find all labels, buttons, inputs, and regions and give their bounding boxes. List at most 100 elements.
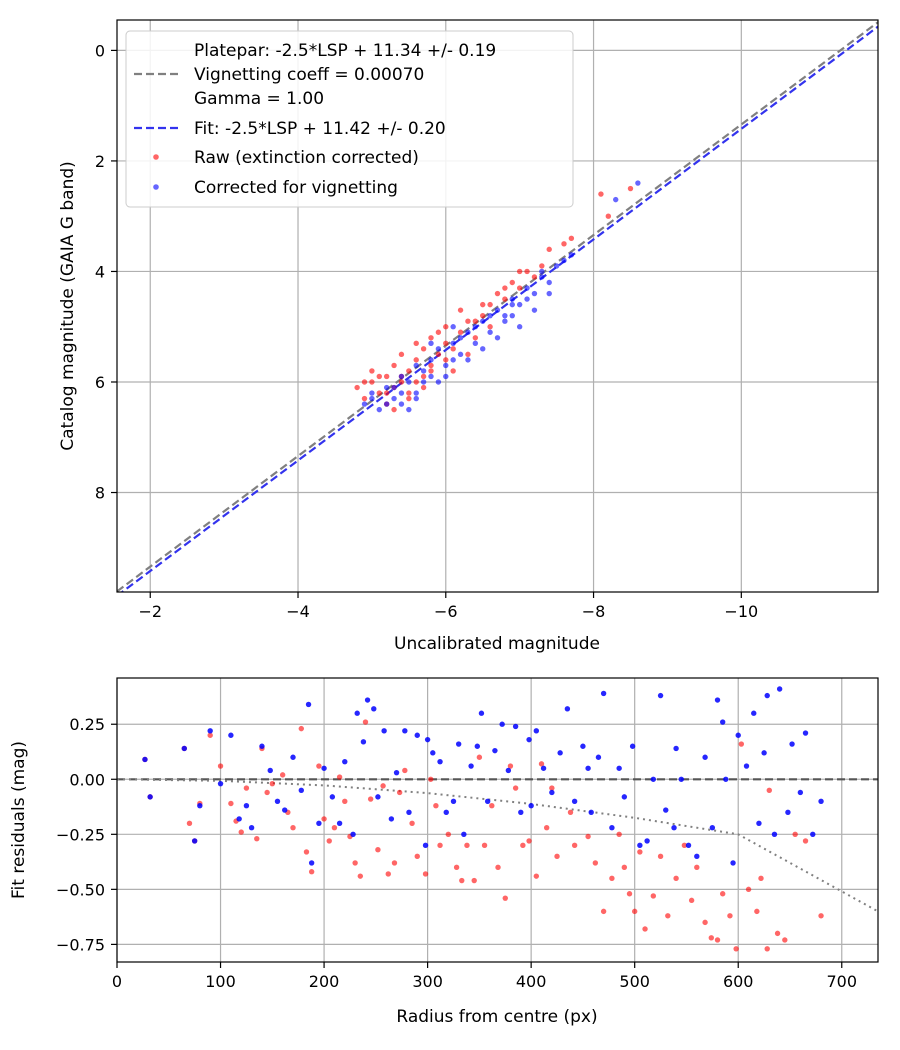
raw-residual-point bbox=[571, 842, 578, 849]
top-y-ticks: 0 2 4 6 8 bbox=[95, 41, 117, 503]
bottom-x-tick-label: 700 bbox=[826, 972, 857, 991]
raw-residual-point bbox=[279, 772, 286, 778]
raw-point bbox=[391, 406, 397, 413]
raw-point bbox=[406, 395, 412, 402]
raw-point bbox=[480, 312, 486, 319]
corrected-point bbox=[509, 312, 515, 319]
corrected-residual-point bbox=[702, 754, 708, 760]
corrected-residual-point bbox=[797, 789, 804, 796]
corrected-residual-point bbox=[388, 816, 395, 822]
raw-point bbox=[502, 296, 508, 302]
raw-residual-point bbox=[495, 864, 501, 871]
bottom-y-axis-label: Fit residuals (mag) bbox=[9, 741, 29, 899]
corrected-residual-point bbox=[709, 825, 716, 831]
corrected-residual-point bbox=[657, 692, 664, 699]
corrected-residual-point bbox=[518, 809, 524, 815]
corrected-residual-point bbox=[533, 728, 540, 734]
corrected-residual-point bbox=[595, 754, 602, 760]
corrected-residual-point bbox=[756, 820, 762, 827]
raw-residual-point bbox=[422, 871, 429, 877]
raw-residual-point bbox=[554, 853, 560, 860]
raw-point bbox=[376, 390, 382, 396]
corrected-residual-point bbox=[147, 794, 153, 800]
corrected-point bbox=[635, 180, 641, 186]
bottom-x-tick-label: 600 bbox=[723, 972, 754, 991]
top-y-tick-label: 4 bbox=[95, 262, 105, 281]
corrected-residual-point bbox=[549, 789, 555, 796]
raw-point bbox=[420, 373, 427, 380]
raw-residual-point bbox=[375, 847, 381, 853]
raw-point bbox=[398, 351, 405, 358]
corrected-point bbox=[568, 252, 575, 258]
corrected-point bbox=[443, 362, 449, 369]
corrected-point bbox=[516, 324, 523, 330]
raw-point bbox=[546, 246, 552, 253]
corrected-residual-point bbox=[336, 820, 343, 827]
corrected-residual-point bbox=[580, 743, 586, 749]
raw-residual-point bbox=[402, 767, 408, 774]
raw-residual-point bbox=[290, 825, 296, 831]
corrected-residual-point bbox=[621, 794, 628, 800]
bottom-axes-frame bbox=[116, 677, 879, 963]
raw-point bbox=[450, 346, 456, 352]
corrected-point bbox=[516, 301, 523, 308]
corrected-residual-point bbox=[512, 723, 519, 730]
corrected-residual-point bbox=[663, 807, 669, 813]
corrected-point bbox=[539, 268, 545, 275]
legend-raw-swatch bbox=[153, 154, 159, 160]
top-y-tick-label: 8 bbox=[95, 484, 105, 503]
raw-residual-point bbox=[298, 725, 304, 732]
corrected-point bbox=[406, 379, 412, 385]
raw-residual-point bbox=[774, 930, 781, 937]
corrected-residual-point bbox=[789, 741, 795, 747]
raw-residual-point bbox=[502, 895, 508, 901]
legend-corrected-text: Corrected for vignetting bbox=[194, 178, 398, 198]
bottom-x-ticks: 0 100 200 300 400 500 600 700 bbox=[112, 962, 857, 991]
corrected-point bbox=[613, 196, 619, 203]
corrected-residual-point bbox=[406, 809, 412, 815]
raw-point bbox=[443, 324, 449, 330]
corrected-point bbox=[391, 384, 397, 391]
corrected-residual-point bbox=[181, 745, 187, 752]
corrected-residual-point bbox=[730, 860, 736, 866]
raw-point bbox=[354, 384, 360, 391]
raw-residual-point bbox=[453, 864, 460, 871]
corrected-point bbox=[428, 340, 434, 347]
corrected-point bbox=[465, 357, 471, 363]
corrected-residual-point bbox=[259, 743, 265, 749]
corrected-point bbox=[450, 357, 456, 363]
raw-residual-point bbox=[489, 802, 495, 809]
raw-residual-point bbox=[326, 838, 332, 844]
raw-residual-point bbox=[481, 842, 488, 849]
corrected-residual-point bbox=[644, 838, 650, 844]
corrected-point bbox=[369, 390, 375, 396]
raw-point bbox=[472, 318, 479, 324]
raw-residual-point bbox=[186, 820, 193, 827]
raw-residual-point bbox=[228, 800, 234, 807]
raw-residual-point bbox=[766, 787, 772, 793]
corrected-point bbox=[435, 346, 442, 352]
corrected-point bbox=[428, 357, 434, 363]
top-axes-frame bbox=[116, 19, 879, 593]
corrected-residual-point bbox=[761, 750, 767, 756]
corrected-residual-point bbox=[751, 710, 757, 716]
top-x-ticks: −2 −4 −6 −8 −10 bbox=[138, 592, 758, 621]
top-x-tick-label: −6 bbox=[434, 602, 458, 621]
corrected-residual-point bbox=[609, 825, 615, 831]
raw-residual-point bbox=[637, 849, 643, 855]
corrected-point bbox=[457, 351, 464, 358]
raw-point bbox=[428, 362, 434, 369]
corrected-residual-point bbox=[810, 831, 816, 838]
bottom-x-tick-label: 100 bbox=[205, 972, 236, 991]
bottom-x-tick-label: 200 bbox=[309, 972, 340, 991]
corrected-residual-point bbox=[714, 697, 721, 703]
raw-residual-point bbox=[437, 842, 443, 849]
corrected-point bbox=[413, 362, 419, 369]
raw-residual-point bbox=[380, 783, 386, 789]
raw-point bbox=[605, 213, 612, 219]
corrected-residual-point bbox=[450, 798, 457, 804]
bottom-grid bbox=[116, 678, 878, 962]
corrected-point bbox=[406, 406, 412, 413]
corrected-residual-point bbox=[637, 842, 643, 849]
corrected-residual-point bbox=[650, 776, 657, 782]
